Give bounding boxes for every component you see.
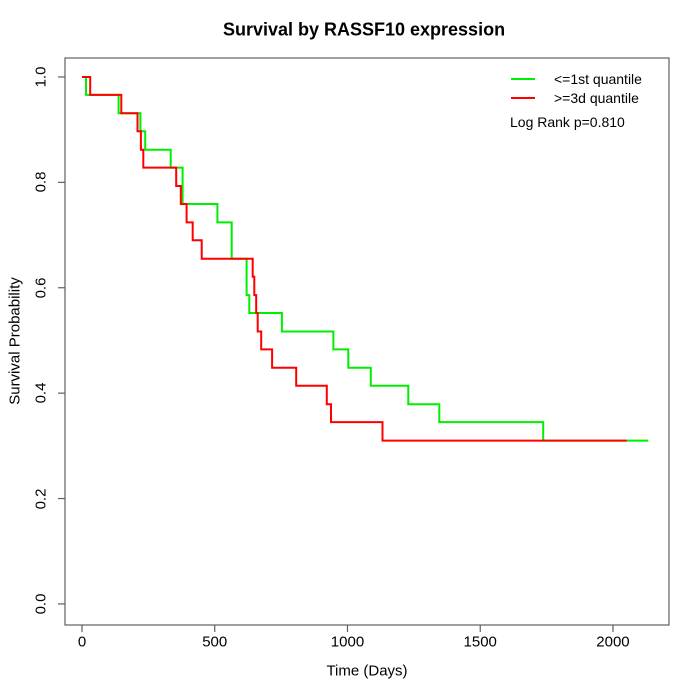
chart-title: Survival by RASSF10 expression	[222, 19, 506, 40]
legend-label-high-expression: >=3d quantile	[554, 90, 639, 106]
y-tick-label: 1.0	[32, 66, 50, 88]
x-tick-label: 1000	[330, 633, 365, 651]
legend-swatch-high-expression	[511, 97, 535, 99]
x-axis-label: Time (Days)	[326, 662, 408, 680]
log-rank-pvalue: Log Rank p=0.810	[510, 114, 625, 130]
x-tick-label: 1500	[463, 633, 497, 651]
legend-swatch-low-expression	[511, 78, 535, 80]
y-axis-label: Survival Probability	[6, 277, 24, 405]
y-tick-label: 0.2	[32, 488, 50, 509]
survival-curve-low-expression	[82, 76, 649, 442]
x-tick-label: 500	[202, 633, 228, 651]
survival-curve-high-expression	[82, 76, 627, 442]
y-tick-label: 0.0	[32, 593, 50, 615]
plot-frame	[64, 57, 670, 626]
y-tick-label: 0.6	[32, 277, 50, 299]
x-tick-label: 0	[77, 633, 87, 651]
legend-label-low-expression: <=1st quantile	[554, 71, 642, 87]
y-tick-label: 0.8	[32, 171, 50, 193]
y-tick-label: 0.4	[32, 382, 50, 404]
x-tick-label: 2000	[596, 633, 630, 651]
